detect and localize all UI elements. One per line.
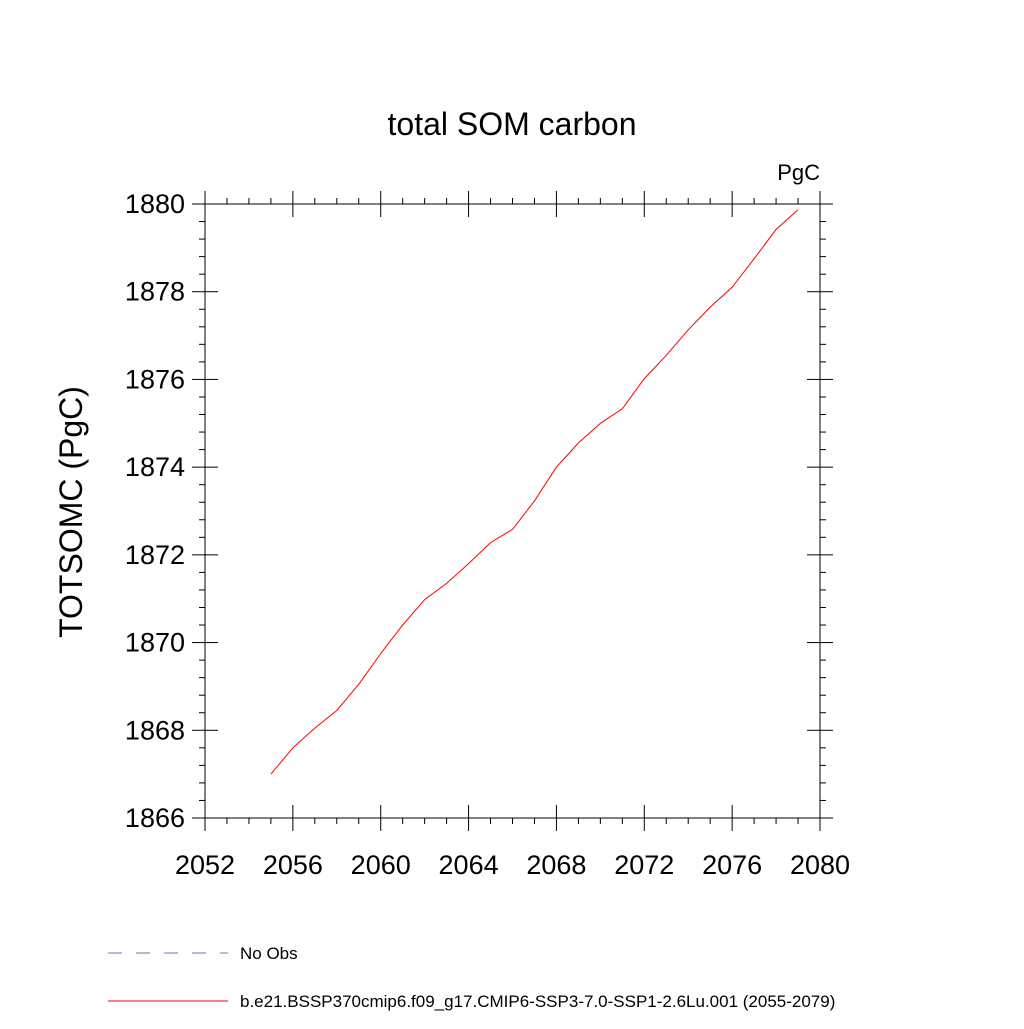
y-tick-label: 1880 bbox=[125, 189, 185, 219]
y-tick-label: 1866 bbox=[125, 803, 185, 833]
y-tick-label: 1878 bbox=[125, 277, 185, 307]
x-tick-label: 2064 bbox=[439, 850, 499, 880]
y-tick-label: 1876 bbox=[125, 364, 185, 394]
y-tick-label: 1868 bbox=[125, 715, 185, 745]
series-line-0 bbox=[270, 209, 799, 775]
major-ticks bbox=[192, 191, 833, 831]
legend-label-no-obs: No Obs bbox=[240, 944, 298, 963]
x-tick-label: 2080 bbox=[790, 850, 850, 880]
x-tick-label: 2076 bbox=[702, 850, 762, 880]
y-tick-label: 1872 bbox=[125, 540, 185, 570]
minor-ticks bbox=[199, 198, 826, 824]
x-tick-label: 2072 bbox=[614, 850, 674, 880]
y-tick-labels: 1866 1868 1870 1872 1874 1876 1878 1880 bbox=[125, 189, 185, 833]
series-lines bbox=[270, 209, 799, 775]
x-tick-label: 2060 bbox=[351, 850, 411, 880]
legend-label-model: b.e21.BSSP370cmip6.f09_g17.CMIP6-SSP3-7.… bbox=[240, 992, 835, 1011]
units-label: PgC bbox=[777, 160, 820, 185]
x-tick-label: 2052 bbox=[175, 850, 235, 880]
x-tick-labels: 2052 2056 2060 2064 2068 2072 2076 2080 bbox=[175, 850, 850, 880]
y-tick-label: 1870 bbox=[125, 628, 185, 658]
y-axis-label: TOTSOMC (PgC) bbox=[53, 386, 89, 638]
y-tick-label: 1874 bbox=[125, 452, 185, 482]
x-tick-label: 2068 bbox=[526, 850, 586, 880]
chart-title: total SOM carbon bbox=[388, 106, 637, 142]
legend: No Obs b.e21.BSSP370cmip6.f09_g17.CMIP6-… bbox=[108, 944, 835, 1011]
x-tick-label: 2056 bbox=[263, 850, 323, 880]
